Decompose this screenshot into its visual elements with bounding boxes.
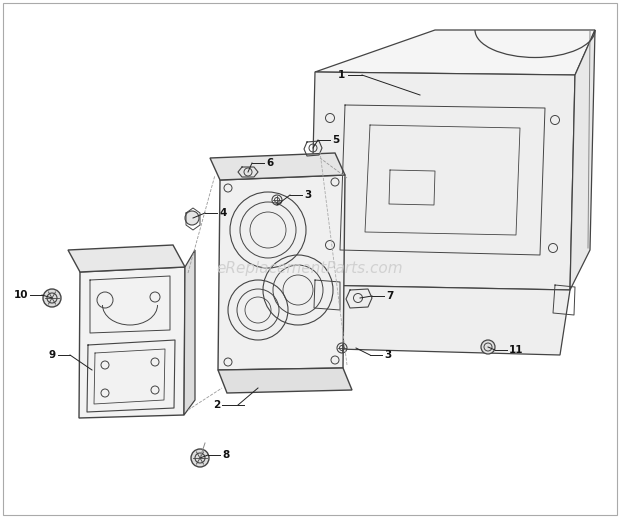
Polygon shape bbox=[218, 368, 352, 393]
Text: 1: 1 bbox=[338, 70, 345, 80]
Text: 9: 9 bbox=[49, 350, 56, 360]
Text: 7: 7 bbox=[386, 291, 393, 301]
Polygon shape bbox=[68, 245, 185, 272]
Circle shape bbox=[191, 449, 209, 467]
Polygon shape bbox=[310, 72, 575, 290]
Text: 10: 10 bbox=[14, 290, 28, 300]
Polygon shape bbox=[218, 175, 345, 370]
Polygon shape bbox=[315, 30, 595, 75]
Text: 3: 3 bbox=[304, 190, 311, 200]
Text: 2: 2 bbox=[213, 400, 220, 410]
Polygon shape bbox=[184, 250, 195, 415]
Circle shape bbox=[481, 340, 495, 354]
Circle shape bbox=[185, 211, 199, 225]
Text: 8: 8 bbox=[222, 450, 229, 460]
Circle shape bbox=[43, 289, 61, 307]
Polygon shape bbox=[210, 153, 345, 180]
Polygon shape bbox=[300, 285, 570, 355]
Text: 6: 6 bbox=[266, 158, 273, 168]
Text: 5: 5 bbox=[332, 135, 339, 145]
Text: 4: 4 bbox=[219, 208, 226, 218]
Polygon shape bbox=[570, 30, 595, 290]
Text: 3: 3 bbox=[384, 350, 391, 360]
Text: 11: 11 bbox=[509, 345, 523, 355]
Polygon shape bbox=[79, 267, 185, 418]
Text: eReplacementParts.com: eReplacementParts.com bbox=[216, 261, 404, 276]
